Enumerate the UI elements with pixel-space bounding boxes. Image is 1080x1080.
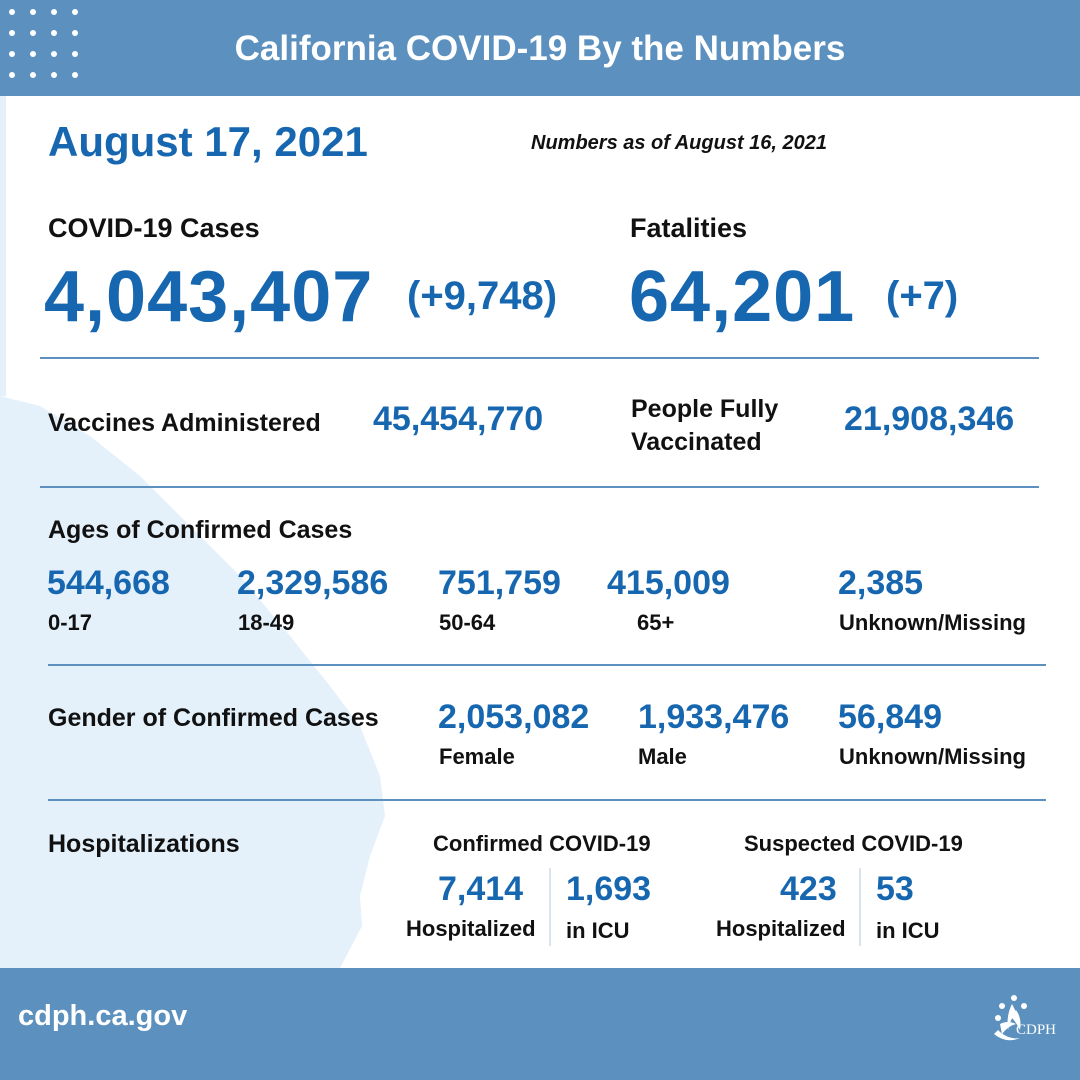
report-date: August 17, 2021 (48, 118, 368, 165)
fatalities-value: 64,201 (629, 257, 856, 337)
divider (48, 664, 1046, 666)
confirmed-hospitalized-value: 7,414 (438, 870, 524, 908)
gender-value-male: 1,933,476 (638, 698, 790, 736)
fatalities-delta: (+7) (886, 274, 959, 318)
fully-vaccinated-label-line2: Vaccinated (631, 428, 762, 456)
suspected-title: Suspected COVID-19 (744, 831, 963, 856)
age-value-0-17: 544,668 (47, 564, 170, 602)
cdph-logo-icon: CDPH (994, 995, 1056, 1041)
cases-label: COVID-19 Cases (48, 213, 260, 243)
column-divider (549, 868, 551, 946)
age-value-unknown: 2,385 (838, 564, 924, 602)
divider (48, 799, 1046, 801)
header-bar (0, 0, 1080, 96)
column-divider (859, 868, 861, 946)
suspected-hospitalized-label: Hospitalized (716, 916, 846, 941)
age-value-50-64: 751,759 (438, 564, 561, 602)
confirmed-icu-label: in ICU (566, 918, 630, 943)
as-of-note: Numbers as of August 16, 2021 (531, 132, 828, 154)
dot-grid-icon (9, 9, 78, 78)
age-value-18-49: 2,329,586 (237, 564, 389, 602)
age-label-18-49: 18-49 (238, 610, 295, 635)
confirmed-title: Confirmed COVID-19 (433, 831, 651, 856)
divider (40, 486, 1039, 488)
cases-value: 4,043,407 (44, 257, 374, 337)
page-title: California COVID-19 By the Numbers (234, 29, 846, 68)
confirmed-hospitalized-label: Hospitalized (406, 916, 536, 941)
vaccines-label: Vaccines Administered (48, 409, 321, 437)
hospitalizations-title: Hospitalizations (48, 830, 240, 858)
footer-url-link[interactable]: cdph.ca.gov (18, 1000, 188, 1032)
fully-vaccinated-label: People Fully Vaccinated (631, 393, 778, 459)
fully-vaccinated-value: 21,908,346 (844, 400, 1015, 438)
gender-title: Gender of Confirmed Cases (48, 704, 379, 732)
cases-delta: (+9,748) (407, 274, 558, 318)
divider (40, 357, 1039, 359)
age-label-65-plus: 65+ (637, 610, 675, 635)
gender-label-unknown: Unknown/Missing (839, 744, 1026, 769)
ages-title: Ages of Confirmed Cases (48, 516, 353, 544)
gender-label-female: Female (439, 744, 515, 769)
gender-label-male: Male (638, 744, 687, 769)
confirmed-icu-value: 1,693 (566, 870, 652, 908)
suspected-hospitalized-value: 423 (780, 870, 837, 908)
gender-value-female: 2,053,082 (438, 698, 590, 736)
age-label-unknown: Unknown/Missing (839, 610, 1026, 635)
suspected-icu-value: 53 (876, 870, 914, 908)
gender-value-unknown: 56,849 (838, 698, 942, 736)
logo-text: CDPH (1016, 1022, 1056, 1038)
california-map-background (0, 96, 385, 968)
suspected-icu-label: in ICU (876, 918, 940, 943)
fatalities-label: Fatalities (630, 213, 748, 243)
age-value-65-plus: 415,009 (607, 564, 730, 602)
vaccines-value: 45,454,770 (373, 400, 544, 438)
fully-vaccinated-label-line1: People Fully (631, 395, 779, 423)
age-label-50-64: 50-64 (439, 610, 496, 635)
age-label-0-17: 0-17 (48, 610, 93, 635)
footer-bar (0, 968, 1080, 1080)
